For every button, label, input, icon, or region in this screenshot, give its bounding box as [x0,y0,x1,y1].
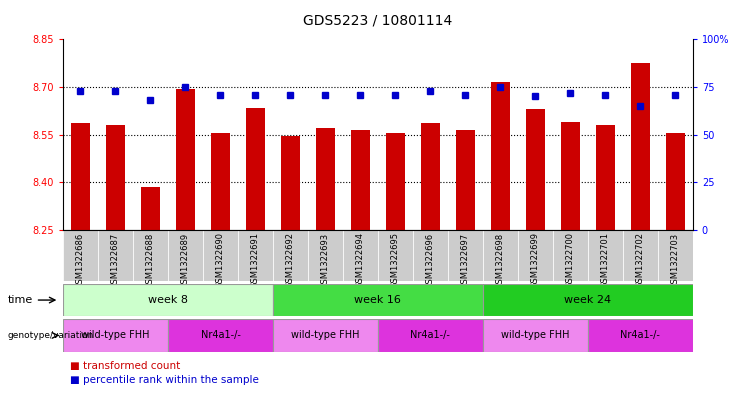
Bar [63,284,273,316]
Bar [71,123,90,230]
Bar [308,230,343,281]
Bar [413,230,448,281]
Text: GSM1322696: GSM1322696 [426,232,435,288]
Text: GSM1322694: GSM1322694 [356,232,365,288]
Bar [168,230,203,281]
Text: GSM1322692: GSM1322692 [286,232,295,288]
Bar [448,230,483,281]
Bar [168,319,273,352]
Bar [176,88,195,230]
Bar [456,130,475,230]
Bar [273,230,308,281]
Bar [281,136,300,230]
Text: GSM1322703: GSM1322703 [671,232,679,288]
Bar [273,319,378,352]
Text: GSM1322697: GSM1322697 [461,232,470,288]
Text: GSM1322689: GSM1322689 [181,232,190,288]
Bar [588,230,623,281]
Bar [133,230,168,281]
Bar [203,230,238,281]
Text: GSM1322688: GSM1322688 [146,232,155,289]
Text: GSM1322700: GSM1322700 [566,232,575,288]
Text: GDS5223 / 10801114: GDS5223 / 10801114 [303,14,453,28]
Bar [63,230,98,281]
Bar [421,123,440,230]
Bar [518,230,553,281]
Text: Nr4a1-/-: Nr4a1-/- [620,331,660,340]
Bar [526,109,545,230]
Text: Nr4a1-/-: Nr4a1-/- [201,331,240,340]
Bar [273,284,483,316]
Bar [98,230,133,281]
Text: Nr4a1-/-: Nr4a1-/- [411,331,451,340]
Text: wild-type FHH: wild-type FHH [501,331,570,340]
Bar [483,230,518,281]
Bar [596,125,615,230]
Text: ■ percentile rank within the sample: ■ percentile rank within the sample [70,375,259,386]
Bar [631,63,650,230]
Bar [63,319,168,352]
Text: time: time [7,295,33,305]
Bar [350,130,370,230]
Bar [316,128,335,230]
Text: wild-type FHH: wild-type FHH [291,331,359,340]
Text: GSM1322698: GSM1322698 [496,232,505,288]
Text: ■ transformed count: ■ transformed count [70,361,181,371]
Text: GSM1322691: GSM1322691 [251,232,260,288]
Text: GSM1322695: GSM1322695 [391,232,400,288]
Text: week 16: week 16 [354,295,402,305]
Bar [491,82,510,230]
Bar [665,133,685,230]
Bar [238,230,273,281]
Bar [378,319,483,352]
Bar [141,187,160,230]
Text: GSM1322690: GSM1322690 [216,232,225,288]
Bar [588,319,693,352]
Bar [623,230,658,281]
Bar [386,133,405,230]
Text: GSM1322699: GSM1322699 [531,232,540,288]
Text: GSM1322701: GSM1322701 [601,232,610,288]
Text: genotype/variation: genotype/variation [7,331,93,340]
Text: GSM1322693: GSM1322693 [321,232,330,288]
Text: wild-type FHH: wild-type FHH [82,331,150,340]
Text: GSM1322686: GSM1322686 [76,232,85,289]
Text: week 8: week 8 [148,295,188,305]
Bar [553,230,588,281]
Bar [658,230,693,281]
Bar [246,108,265,230]
Bar [483,284,693,316]
Bar [378,230,413,281]
Text: GSM1322702: GSM1322702 [636,232,645,288]
Bar [106,125,125,230]
Bar [343,230,378,281]
Bar [561,122,580,230]
Text: GSM1322687: GSM1322687 [111,232,120,289]
Bar [483,319,588,352]
Bar [211,133,230,230]
Text: week 24: week 24 [565,295,611,305]
